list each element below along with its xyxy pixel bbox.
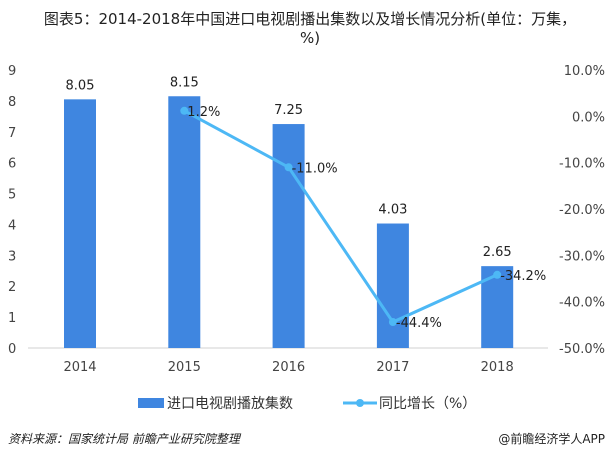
left-tick-label: 3 — [8, 249, 16, 264]
line-data-label: -34.2% — [500, 269, 546, 284]
legend-line-marker — [356, 399, 364, 407]
right-tick-label: -10.0% — [559, 157, 605, 172]
legend-bar-swatch — [138, 398, 164, 408]
left-tick-label: 6 — [8, 157, 16, 172]
line-data-label: 1.2% — [187, 105, 220, 120]
legend-bar-label: 进口电视剧播放集数 — [167, 395, 293, 412]
left-tick-label: 1 — [8, 311, 16, 326]
left-tick-label: 0 — [8, 342, 16, 357]
left-tick-label: 8 — [8, 95, 16, 110]
right-tick-label: 0.0% — [572, 110, 605, 125]
left-tick-label: 7 — [8, 126, 16, 141]
x-tick-label: 2014 — [63, 360, 96, 375]
left-tick-label: 4 — [8, 218, 16, 233]
legend-line-label: 同比增长（%） — [379, 396, 476, 412]
bar — [376, 223, 409, 348]
bar-data-label: 8.15 — [170, 75, 199, 90]
chart-title: 图表5：2014-2018年中国进口电视剧播出集数以及增长情况分析(单位：万集，… — [43, 10, 577, 47]
right-tick-label: -30.0% — [559, 249, 605, 264]
x-tick-label: 2017 — [376, 360, 409, 375]
bar — [168, 96, 201, 348]
bar-data-label: 2.65 — [483, 245, 512, 260]
bar — [272, 124, 305, 348]
source-note: 资料来源：国家统计局 前瞻产业研究院整理 — [8, 432, 240, 446]
right-tick-label: -40.0% — [559, 296, 605, 311]
x-tick-label: 2016 — [272, 360, 305, 375]
growth-point — [180, 106, 189, 115]
right-tick-label: -20.0% — [559, 203, 605, 218]
left-tick-label: 2 — [8, 280, 16, 295]
left-tick-label: 9 — [8, 64, 16, 79]
x-tick-label: 2015 — [168, 360, 201, 375]
left-tick-label: 5 — [8, 188, 16, 203]
line-data-label: -44.4% — [396, 316, 442, 331]
right-tick-label: 10.0% — [564, 64, 605, 79]
growth-point — [493, 270, 502, 279]
growth-point — [284, 163, 293, 172]
bar-data-label: 8.05 — [66, 78, 95, 93]
x-tick-label: 2018 — [481, 360, 514, 375]
bar-data-label: 7.25 — [274, 103, 303, 118]
line-data-label: -11.0% — [292, 161, 338, 176]
bar — [64, 99, 96, 348]
right-tick-label: -50.0% — [559, 342, 605, 357]
growth-point — [388, 318, 397, 327]
bar-data-label: 4.03 — [378, 203, 407, 218]
credit: @前瞻经济学人APP — [498, 432, 605, 446]
growth-line — [183, 109, 498, 324]
